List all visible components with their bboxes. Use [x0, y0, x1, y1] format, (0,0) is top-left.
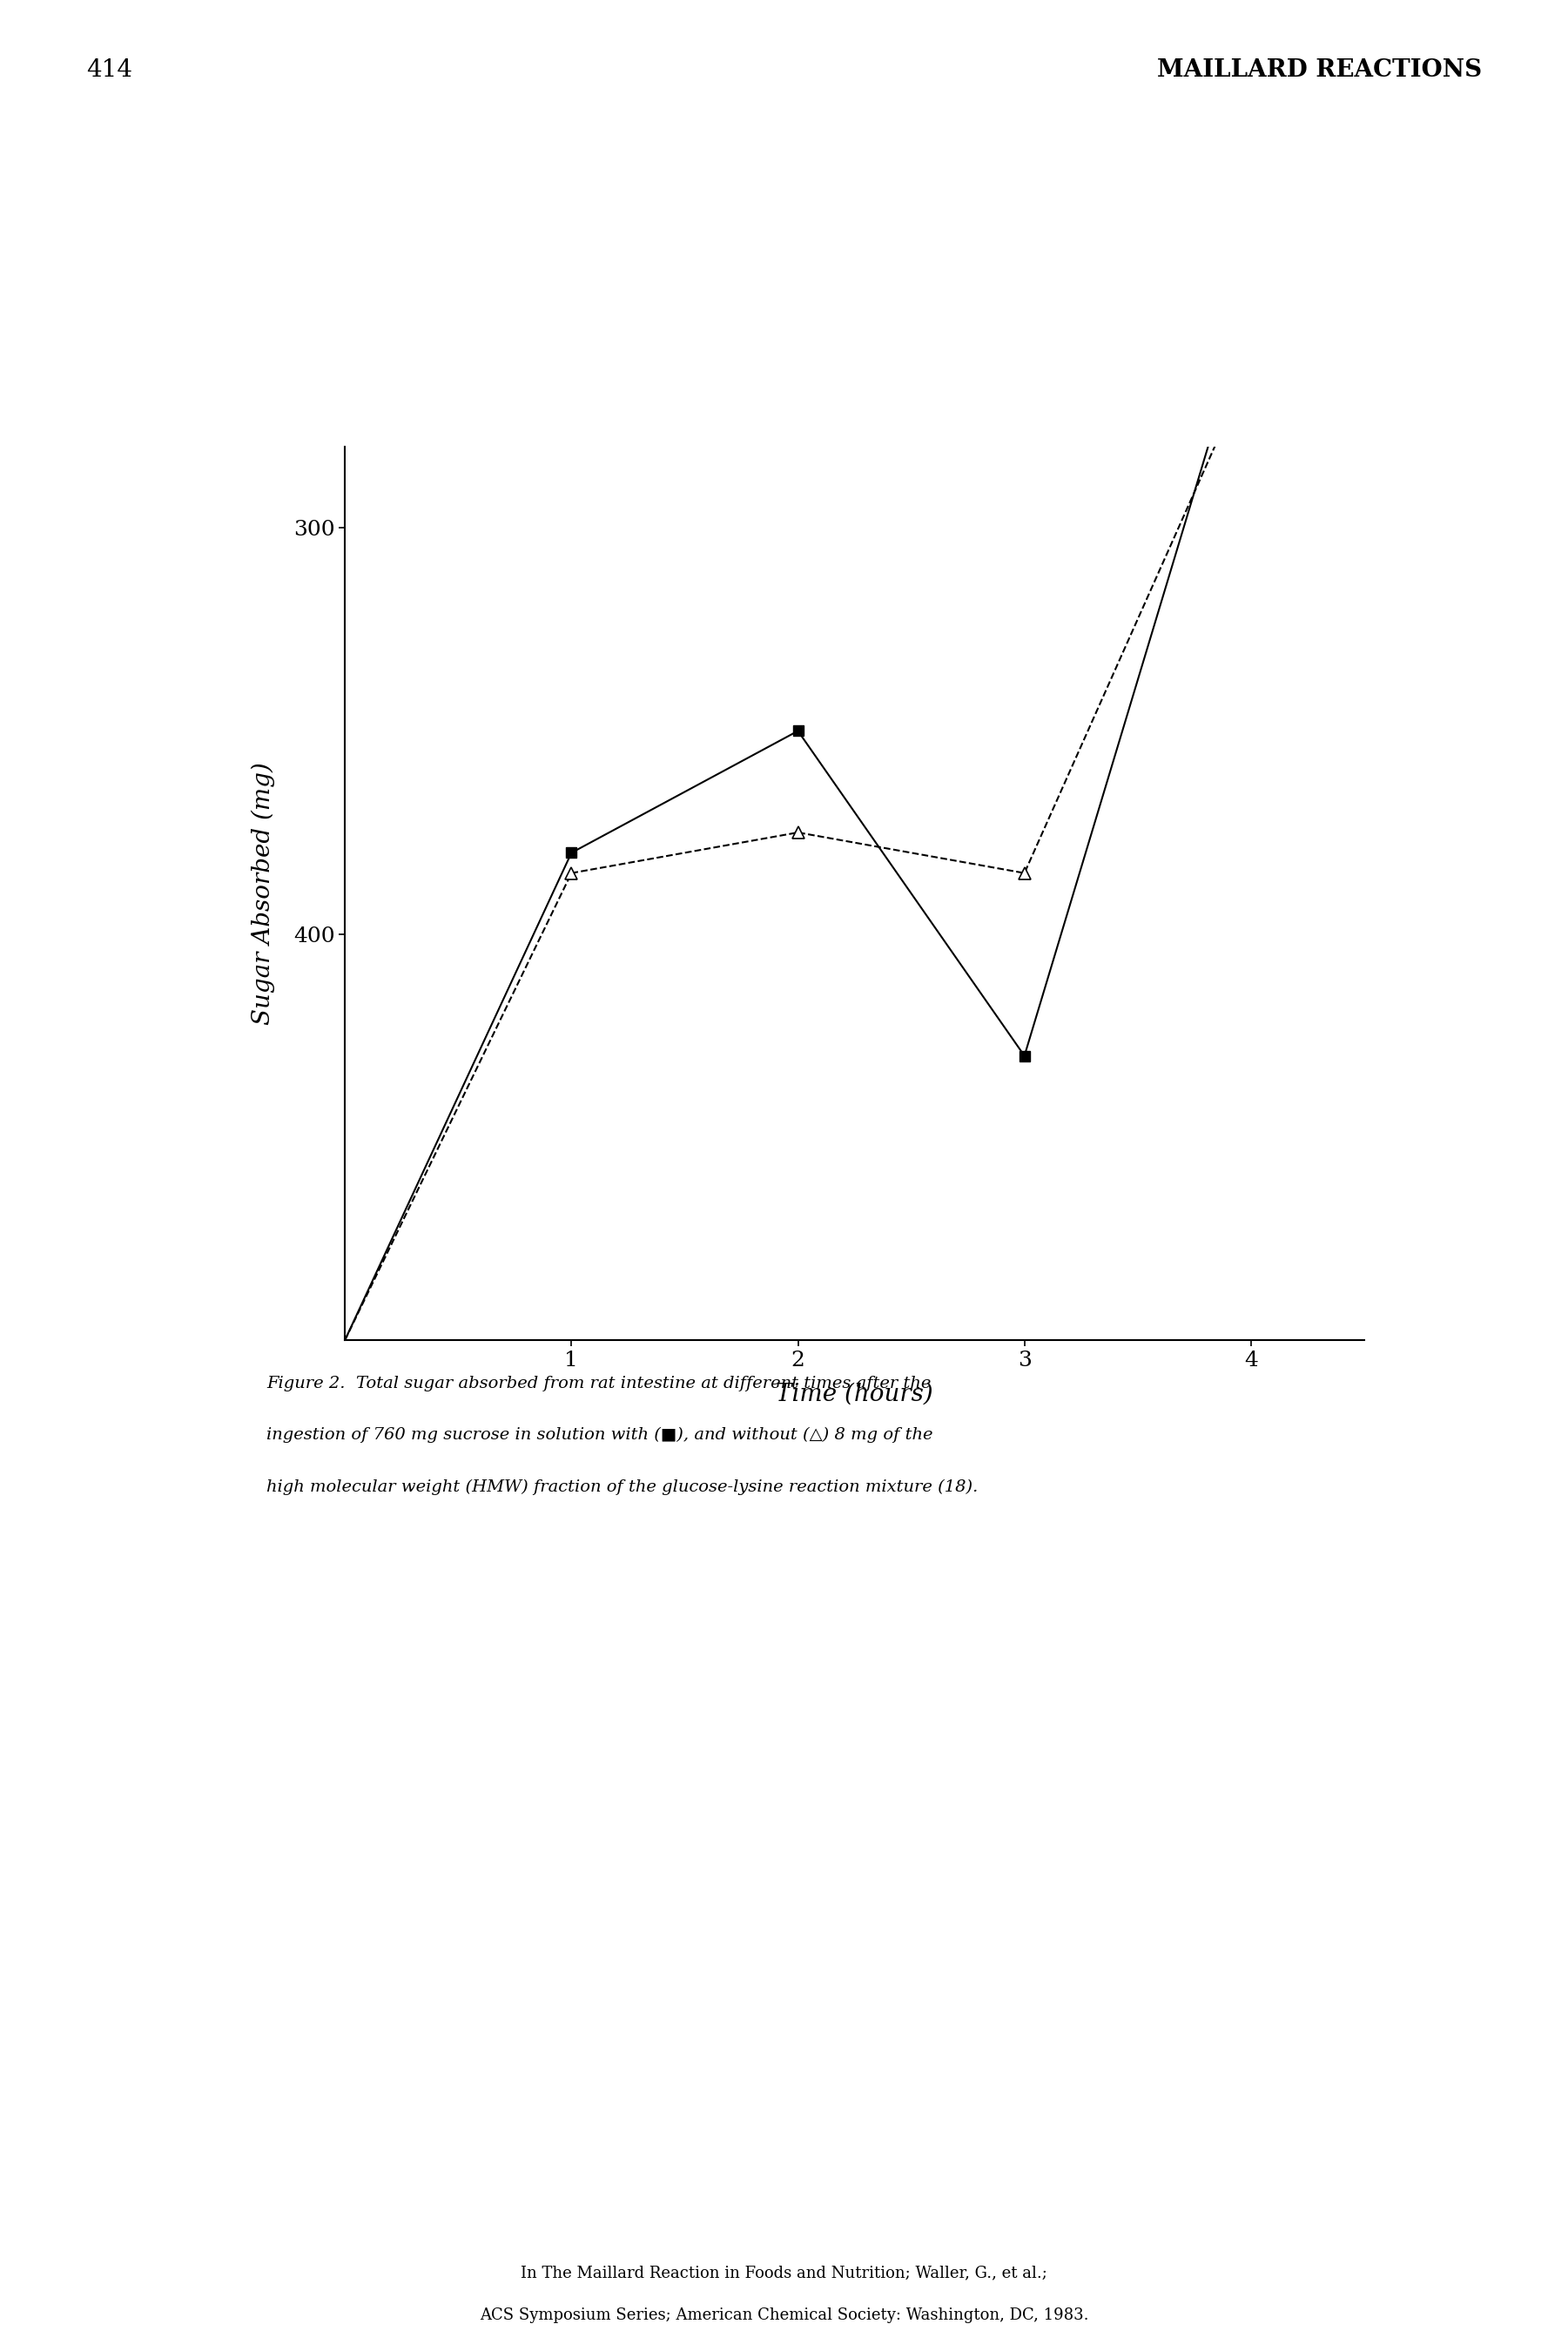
Text: 414: 414 — [86, 59, 132, 82]
Text: ingestion of 760 mg sucrose in solution with (■), and without (△) 8 mg of the: ingestion of 760 mg sucrose in solution … — [267, 1427, 933, 1444]
Text: ACS Symposium Series; American Chemical Society: Washington, DC, 1983.: ACS Symposium Series; American Chemical … — [480, 2306, 1088, 2323]
X-axis label: Time (hours): Time (hours) — [776, 1382, 933, 1406]
Text: Figure 2.  Total sugar absorbed from rat intestine at different times after the: Figure 2. Total sugar absorbed from rat … — [267, 1375, 931, 1392]
Text: MAILLARD REACTIONS: MAILLARD REACTIONS — [1157, 59, 1482, 82]
Y-axis label: Sugar Absorbed (mg): Sugar Absorbed (mg) — [251, 762, 274, 1025]
Text: In The Maillard Reaction in Foods and Nutrition; Waller, G., et al.;: In The Maillard Reaction in Foods and Nu… — [521, 2264, 1047, 2280]
Text: high molecular weight (HMW) fraction of the glucose-lysine reaction mixture (18): high molecular weight (HMW) fraction of … — [267, 1479, 978, 1495]
